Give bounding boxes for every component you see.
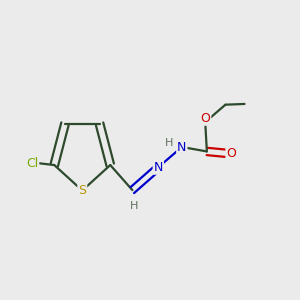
Text: N: N bbox=[177, 140, 187, 154]
Text: N: N bbox=[154, 161, 163, 174]
Text: Cl: Cl bbox=[26, 157, 38, 170]
Text: H: H bbox=[130, 200, 138, 211]
Text: O: O bbox=[200, 112, 210, 125]
Text: H: H bbox=[165, 138, 174, 148]
Text: O: O bbox=[226, 147, 236, 160]
Text: S: S bbox=[78, 184, 86, 197]
